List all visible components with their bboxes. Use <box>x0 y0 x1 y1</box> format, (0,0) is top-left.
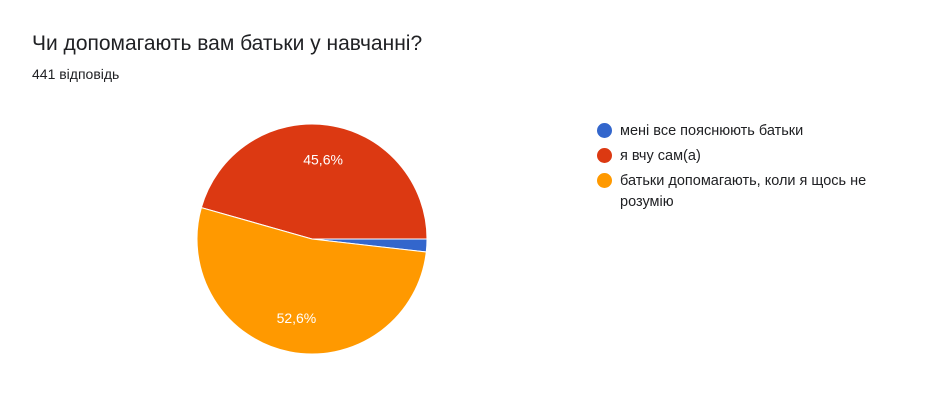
pie-slice-2[interactable] <box>200 123 428 240</box>
legend-item-3[interactable]: батьки допомагають, коли я щось не розум… <box>597 171 917 213</box>
pie-slice-3[interactable] <box>196 206 427 355</box>
chart-legend: мені все пояснюють батьки я вчу сам(а) бат… <box>597 121 917 217</box>
legend-label: мені все пояснюють батьки <box>620 123 804 139</box>
legend-label: батьки допомагають, коли я щось не розум… <box>620 173 867 210</box>
slice-value-label-3: 52,6% <box>277 310 317 326</box>
legend-label: я вчу сам(а) <box>620 148 701 164</box>
legend-color-dot <box>597 173 612 188</box>
legend-item-1[interactable]: мені все пояснюють батьки <box>597 121 917 142</box>
legend-color-dot <box>597 123 612 138</box>
question-title: Чи допомагають вам батьки у навчанні? <box>32 32 423 55</box>
response-count: 441 відповідь <box>32 66 120 82</box>
legend-color-dot <box>597 148 612 163</box>
legend-item-2[interactable]: я вчу сам(а) <box>597 146 917 167</box>
slice-value-label-2: 45,6% <box>303 151 343 167</box>
